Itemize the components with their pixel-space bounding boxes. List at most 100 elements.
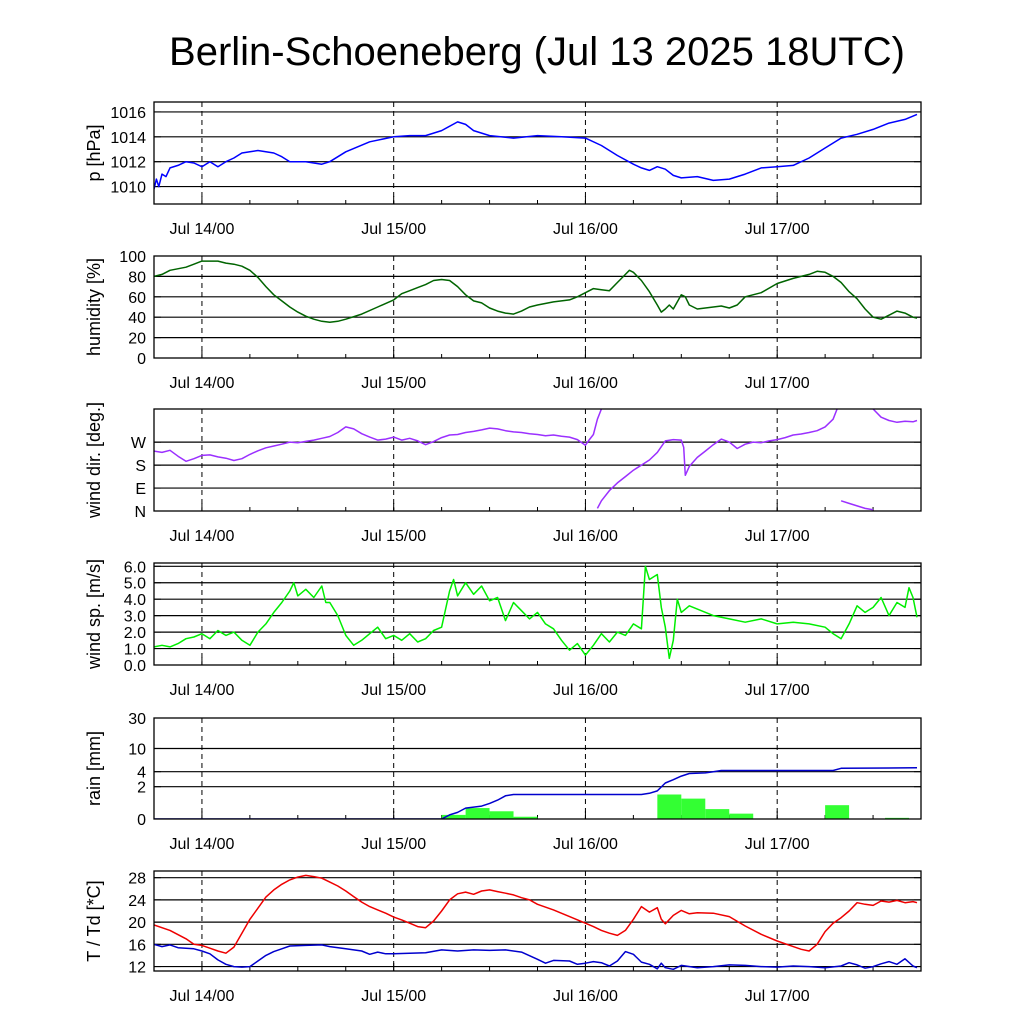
y-tick-label: 1012: [110, 155, 146, 172]
rain-bar: [705, 809, 730, 819]
rain-bar: [825, 805, 850, 819]
x-tick-label: Jul 16/00: [553, 682, 618, 699]
y-tick-label: 0: [137, 351, 146, 368]
x-tick-label: Jul 17/00: [745, 375, 810, 392]
series-line-wind_speed-0: [154, 565, 918, 660]
plot-area-temperature: [154, 874, 918, 971]
rain-bar: [441, 814, 466, 819]
rain-bar: [465, 808, 490, 819]
y-tick-label: 4: [137, 765, 146, 782]
series-line-temperature-1: [154, 943, 918, 971]
y-tick-label: S: [135, 458, 146, 475]
x-tick-label: Jul 16/00: [553, 221, 618, 238]
panel-rain: Jul 14/00 Jul 15/00 Jul 16/00 Jul 17/00 0 24 1…: [84, 711, 922, 853]
y-tick-label: 4.0: [124, 592, 146, 609]
x-tick-label: Jul 17/00: [745, 528, 810, 545]
y-tick-label: 2.0: [124, 625, 146, 642]
y-tick-label: W: [131, 435, 147, 452]
rain-bar: [489, 811, 514, 819]
y-tick-label: 3.0: [124, 609, 146, 626]
x-tick-label: Jul 14/00: [169, 221, 234, 238]
plot-area-wind_direction: [154, 409, 918, 511]
x-tick-label: Jul 16/00: [553, 836, 618, 853]
x-tick-label: Jul 17/00: [745, 682, 810, 699]
x-tick-label: Jul 17/00: [745, 836, 810, 853]
panels: Jul 14/00 Jul 15/00 Jul 16/00 Jul 17/001010…: [84, 101, 922, 1005]
series-line-wind_direction-0: [154, 409, 603, 463]
series-line-temperature-0: [154, 874, 918, 954]
plot-area-humidity: [154, 260, 918, 324]
y-tick-label: 16: [128, 937, 146, 954]
series-line-wind_direction-0: [872, 409, 918, 424]
panel-wind_direction: Jul 14/00 Jul 15/00 Jul 16/00 Jul 17/00 NESW…: [84, 402, 922, 545]
y-tick-label: 2: [137, 780, 146, 797]
chart-title: Berlin-Schoeneberg (Jul 13 2025 18UTC): [169, 30, 905, 74]
y-axis-label: p [hPa]: [84, 124, 104, 181]
y-axis-label: rain [mm]: [84, 731, 104, 806]
y-tick-label: 10: [128, 741, 146, 758]
panel-humidity: Jul 14/00 Jul 15/00 Jul 16/00 Jul 17/00 0 20 4…: [84, 249, 922, 392]
x-tick-label: Jul 14/00: [169, 988, 234, 1005]
x-tick-label: Jul 16/00: [553, 988, 618, 1005]
series-line-pressure-0: [154, 113, 918, 190]
x-tick-label: Jul 14/00: [169, 836, 234, 853]
y-tick-label: 20: [128, 331, 146, 348]
y-tick-label: 28: [128, 871, 146, 888]
y-tick-label: N: [134, 504, 146, 521]
x-tick-label: Jul 17/00: [745, 221, 810, 238]
plot-area-rain: [154, 767, 918, 819]
y-tick-label: 1014: [110, 130, 146, 147]
x-tick-label: Jul 17/00: [745, 988, 810, 1005]
y-tick-label: 20: [128, 915, 146, 932]
y-axis-label: humidity [%]: [84, 258, 104, 356]
plot-area-pressure: [154, 113, 918, 190]
x-tick-label: Jul 15/00: [361, 682, 426, 699]
y-tick-label: 1016: [110, 105, 146, 122]
series-line-wind_direction-0: [840, 500, 874, 511]
y-axis-label: T / Td [*C]: [84, 880, 104, 961]
rain-bar: [681, 798, 706, 819]
y-tick-label: 60: [128, 290, 146, 307]
y-tick-label: 6.0: [124, 559, 146, 576]
series-line-wind_direction-0: [596, 409, 838, 509]
x-tick-label: Jul 15/00: [361, 221, 426, 238]
y-tick-label: 12: [128, 960, 146, 977]
rain-bar: [729, 813, 754, 819]
series-line-humidity-0: [154, 260, 918, 324]
panel-wind_speed: Jul 14/00 Jul 15/00 Jul 16/00 Jul 17/00 0.01…: [84, 559, 922, 699]
rain-bar: [657, 794, 682, 819]
panel-frame: [153, 255, 922, 359]
y-tick-label: 24: [128, 893, 146, 910]
y-tick-label: 40: [128, 310, 146, 327]
y-tick-label: 0: [137, 812, 146, 829]
panel-temperature: Jul 14/00 Jul 15/00 Jul 16/00 Jul 17/00 12 16…: [84, 870, 922, 1005]
x-tick-label: Jul 16/00: [553, 528, 618, 545]
x-tick-label: Jul 14/00: [169, 528, 234, 545]
x-tick-label: Jul 15/00: [361, 375, 426, 392]
y-axis-label: wind sp. [m/s]: [84, 559, 104, 670]
y-tick-label: 30: [128, 711, 146, 728]
panel-frame: [153, 562, 922, 666]
y-tick-label: 80: [128, 269, 146, 286]
panel-pressure: Jul 14/00 Jul 15/00 Jul 16/00 Jul 17/00 1010…: [84, 101, 922, 238]
x-tick-label: Jul 14/00: [169, 682, 234, 699]
x-tick-label: Jul 14/00: [169, 375, 234, 392]
panel-frame: [153, 870, 922, 972]
y-tick-label: 100: [119, 249, 146, 266]
panel-frame: [153, 101, 922, 205]
x-tick-label: Jul 15/00: [361, 988, 426, 1005]
y-tick-label: 0.0: [124, 658, 146, 675]
y-tick-label: 1.0: [124, 642, 146, 659]
y-axis-label: wind dir. [deg.]: [84, 402, 104, 519]
y-tick-label: 5.0: [124, 576, 146, 593]
panel-frame: [153, 717, 922, 820]
x-tick-label: Jul 15/00: [361, 836, 426, 853]
y-tick-label: E: [135, 481, 146, 498]
series-line-rain-0: [154, 767, 918, 819]
y-tick-label: 1010: [110, 180, 146, 197]
panel-frame: [153, 408, 922, 512]
rain-bar: [513, 816, 538, 819]
x-tick-label: Jul 16/00: [553, 375, 618, 392]
x-tick-label: Jul 15/00: [361, 528, 426, 545]
